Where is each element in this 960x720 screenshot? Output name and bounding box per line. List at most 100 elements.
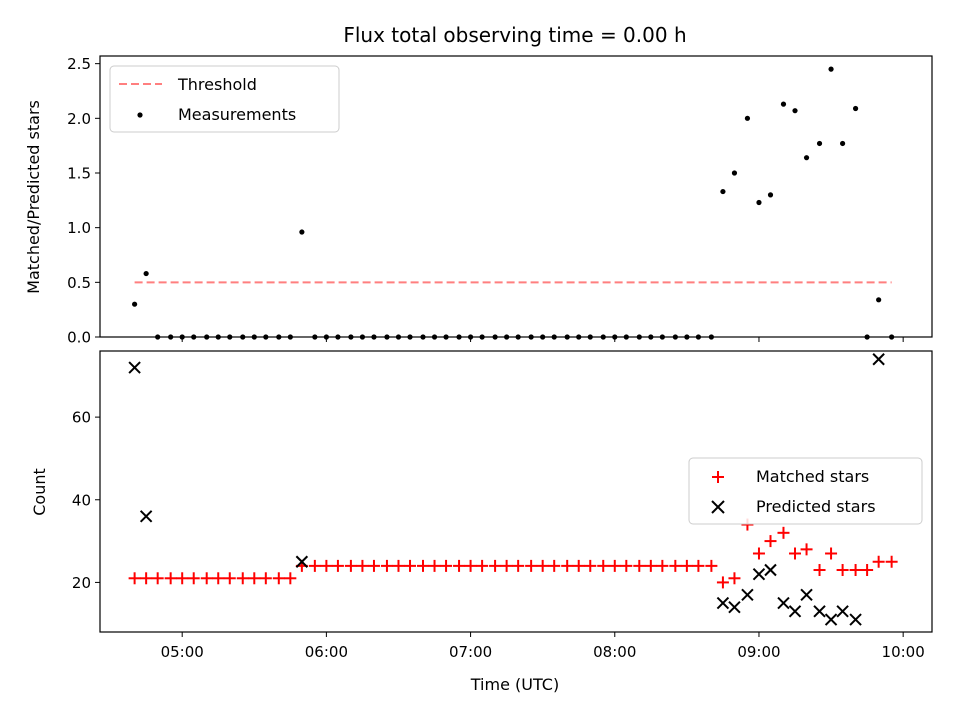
matched-stars-point: [716, 576, 729, 589]
bottom-y-tick-label: 20: [72, 574, 91, 592]
measurement-point: [479, 334, 485, 340]
matched-stars-legend-swatch: [712, 471, 724, 483]
matched-stars-point: [633, 559, 646, 572]
measurement-point: [407, 334, 413, 340]
measurement-point: [648, 334, 654, 340]
matched-stars-point: [692, 559, 705, 572]
measurement-point: [204, 334, 210, 340]
measurement-point: [720, 188, 726, 195]
matched-stars-point: [212, 572, 225, 585]
measurement-point: [744, 115, 751, 121]
matched-stars-point: [500, 559, 513, 572]
top-y-ticks: 0.0 0.5 1.0 1.5 2.0 2.5: [67, 55, 100, 347]
measurement-point: [864, 334, 870, 340]
bottom-x-tick-label: 05:00: [161, 643, 204, 661]
measurement-point: [564, 334, 570, 340]
predicted-stars-point: [128, 361, 141, 374]
measurement-point: [504, 334, 510, 340]
measurement-point: [708, 334, 714, 340]
matched-stars-point: [140, 572, 153, 585]
matched-stars-point: [525, 559, 538, 572]
matched-stars-point: [669, 559, 682, 572]
matched-stars-point: [861, 564, 874, 577]
measurement-point: [240, 334, 246, 340]
matched-stars-point: [836, 564, 849, 577]
measurement-point: [132, 301, 138, 307]
predicted-stars-legend-label: Predicted stars: [756, 497, 876, 516]
bottom-x-ticks: 05:00 06:00 07:00 08:00 09:00 10:00: [161, 632, 925, 661]
matched-stars-point: [536, 559, 549, 572]
matched-stars-point: [800, 543, 813, 556]
measurement-point: [828, 66, 834, 72]
top-legend: Threshold Measurements: [109, 65, 340, 133]
matched-stars-point: [392, 559, 405, 572]
measurement-point: [767, 192, 774, 198]
matched-stars-point: [825, 547, 838, 560]
predicted-stars-point: [295, 555, 309, 568]
measurement-point: [251, 334, 257, 340]
matched-stars-point: [236, 572, 249, 585]
measurement-point: [420, 334, 426, 340]
matched-stars-point: [620, 559, 633, 572]
matched-stars-point: [548, 559, 561, 572]
matched-stars-point: [584, 559, 597, 572]
matched-stars-point: [416, 559, 429, 572]
matched-stars-point: [331, 559, 344, 572]
measurement-point: [227, 334, 233, 340]
bottom-legend-box: [688, 457, 923, 525]
matched-stars-point: [223, 572, 236, 585]
matched-stars-point: [489, 559, 502, 572]
threshold-legend-label: Threshold: [177, 75, 257, 94]
measurements-legend-swatch: [137, 112, 143, 118]
matched-stars-point: [308, 559, 321, 572]
predicted-stars-point: [788, 605, 802, 618]
measurement-point: [672, 334, 678, 340]
matched-stars-point: [259, 572, 272, 585]
matched-stars-point: [813, 564, 826, 577]
measurement-point: [695, 334, 702, 340]
matched-stars-point: [561, 559, 574, 572]
predicted-stars-point: [836, 605, 849, 618]
bottom-axes: 20 40 60 05:00 06:00 07:00 08:00 09:00 10:00 Ti…: [30, 350, 933, 694]
matched-stars-point: [320, 559, 333, 572]
bottom-plot-marks: [128, 353, 898, 626]
predicted-stars-point: [139, 510, 153, 523]
predicted-stars-point: [741, 588, 754, 602]
matched-stars-point: [128, 572, 141, 585]
matched-stars-point: [453, 559, 466, 572]
matched-stars-point: [705, 559, 718, 572]
matched-stars-point: [164, 572, 177, 585]
bottom-y-tick-label: 40: [72, 491, 91, 509]
matched-stars-point: [248, 572, 261, 585]
measurement-point: [792, 108, 798, 114]
matched-stars-point: [151, 572, 164, 585]
measurement-point: [431, 334, 438, 340]
predicted-stars-point: [777, 596, 790, 610]
matched-stars-point: [284, 572, 297, 585]
matched-stars-point: [200, 572, 213, 585]
measurement-point: [576, 334, 582, 340]
measurement-point: [263, 334, 269, 340]
matched-stars-point: [356, 559, 369, 572]
measurement-point: [612, 334, 618, 340]
predicted-stars-legend-swatch: [711, 500, 725, 514]
matched-stars-point: [872, 555, 885, 568]
predicted-stars-point: [752, 567, 766, 581]
measurement-point: [395, 334, 402, 340]
matched-stars-point: [440, 559, 453, 572]
measurement-point: [179, 334, 185, 340]
matched-stars-point: [644, 559, 657, 572]
bottom-x-tick-label: 08:00: [593, 643, 636, 661]
measurement-point: [492, 334, 498, 340]
matched-stars-point: [476, 559, 489, 572]
measurement-point: [756, 199, 762, 206]
predicted-stars-point: [716, 596, 730, 610]
measurement-point: [731, 170, 738, 176]
matched-stars-point: [512, 559, 525, 572]
measurements-legend-label: Measurements: [178, 105, 296, 124]
predicted-stars-point: [872, 353, 885, 366]
matched-stars-legend-label: Matched stars: [756, 467, 869, 486]
top-plot-marks: [132, 66, 895, 340]
measurement-point: [359, 334, 366, 340]
measurement-point: [600, 334, 606, 340]
